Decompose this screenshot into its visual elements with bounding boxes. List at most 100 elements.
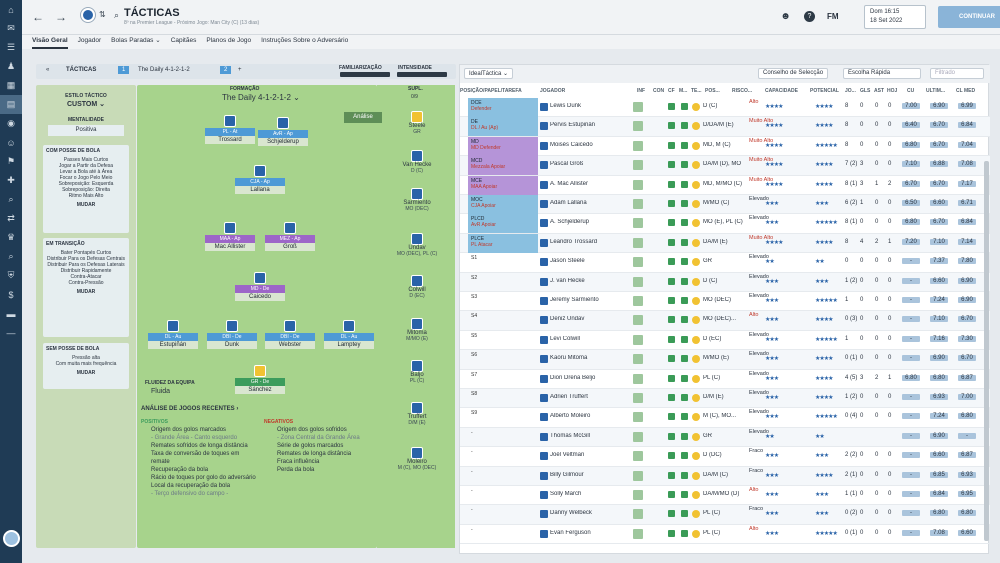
column-header[interactable]: CU (907, 88, 915, 94)
continue-button[interactable]: CONTINUAR (938, 6, 1000, 28)
position-role-cell[interactable]: MCD Mezzala Apoiar (468, 156, 538, 176)
stats-icon[interactable]: ▬ (6, 308, 16, 319)
staff-icon[interactable]: ☺ (6, 137, 16, 148)
table-row[interactable]: - Solly March DA/M/MO (D) Alto ★★★ ★★★ 1 (1) 0 0… (460, 486, 990, 506)
inbox-icon[interactable]: ✉ (7, 23, 15, 33)
sub-slot[interactable]: Colwill D (EC) (383, 275, 451, 299)
table-row[interactable]: S3 Jeremy Sarmiento MO (DEC) Elevado ★★★ ★★★★… (460, 292, 990, 312)
scrollbar[interactable] (984, 161, 989, 541)
position-role-cell[interactable]: MCE MAA Apoiar (468, 175, 538, 195)
player-name[interactable]: Leandro Trossard (550, 238, 598, 245)
position-role-cell[interactable]: S4 (468, 311, 538, 330)
club-icon[interactable]: ⛨ (7, 270, 15, 280)
table-row[interactable]: DE DL / Au (Ap) Pervis Estupiñán D/DA/M (E)… (460, 117, 990, 137)
collapse-icon[interactable]: « (46, 67, 50, 73)
table-row[interactable]: S5 Levi Colwill D (EC) Elevado ★★★ ★★★★★ 1 0 0 0-… (460, 331, 990, 351)
tab-set-pieces[interactable]: Bolas Paradas ⌄ (111, 37, 161, 44)
column-header[interactable]: M... (679, 88, 688, 94)
table-row[interactable]: DCE Defender Lewis Dunk D (C) Alto ★★★★ ★★★★ 8 0… (460, 98, 990, 118)
fm-menu[interactable]: FM (827, 12, 839, 21)
position-role-cell[interactable]: S8 (468, 389, 538, 408)
back-arrow-icon[interactable]: ← (32, 10, 44, 24)
dynamics-icon[interactable]: ♟ (6, 61, 16, 71)
player-name[interactable]: A. Mac Allister (550, 180, 589, 187)
position-role-cell[interactable]: - (468, 467, 538, 486)
player-slot[interactable]: MEZ - Ap Groß (265, 222, 315, 251)
table-row[interactable]: MOC CJA Apoiar Adam Lallana M/MO (C) Elevado… (460, 195, 990, 215)
player-name[interactable]: A. Schjelderup (550, 219, 590, 226)
column-header[interactable]: HOJ (887, 88, 898, 94)
position-role-cell[interactable]: S5 (468, 331, 538, 350)
column-header[interactable]: GLS (860, 88, 871, 94)
scouting-icon[interactable]: ⌕ (8, 194, 14, 204)
column-header[interactable]: POSIÇÃO/PAPEL/TAREFA (460, 88, 522, 94)
position-role-cell[interactable]: DE DL / Au (Ap) (468, 117, 538, 137)
quick-pick-select[interactable]: Escolha Rápida (843, 68, 921, 79)
date-display[interactable]: Dom 16:15 18 Set 2022 (864, 5, 926, 29)
manager-face-icon[interactable]: ☻ (780, 11, 791, 22)
position-role-cell[interactable]: S3 (468, 292, 538, 311)
tab-captains[interactable]: Capitães (170, 37, 197, 44)
column-header[interactable]: POTENCIAL (810, 88, 839, 94)
home-icon[interactable]: ⌂ (8, 4, 14, 15)
analysis-button[interactable]: Análise (344, 112, 382, 123)
sub-slot[interactable]: Undav MO (DEC), PL (C) (383, 233, 451, 257)
change-button[interactable]: MUDAR (76, 202, 96, 208)
table-row[interactable]: S6 Kaoru Mitoma M/MO (E) Elevado ★★★ ★★★★ 0 (1… (460, 350, 990, 370)
sub-slot[interactable]: Mitoma M/MO (E) (383, 318, 451, 342)
table-row[interactable]: MCD Mezzala Apoiar Pascal Groß DA/M (D), MO… (460, 156, 990, 176)
style-select[interactable]: CUSTOM ⌄ (66, 101, 105, 108)
column-header[interactable]: CON (653, 88, 665, 94)
mentality-select[interactable]: Positiva (48, 125, 124, 136)
table-row[interactable]: S8 Adrien Truffert D/M (E) Elevado ★★★ ★★★★ 1 … (460, 389, 990, 409)
player-slot[interactable]: MD - De Caicedo (235, 272, 285, 301)
player-slot[interactable]: CJA - Ap Lallana (235, 165, 285, 194)
player-name[interactable]: Levi Colwill (550, 335, 581, 342)
column-header[interactable]: JO... (845, 88, 856, 94)
player-name[interactable]: Deniz Undav (550, 316, 585, 323)
player-slot[interactable]: PL - At Trossard (205, 115, 255, 144)
table-row[interactable]: - Thomas McGill GR Elevado ★★ ★★ -6.90- (460, 427, 990, 448)
table-row[interactable]: - Billy Gilmour DA/M (C) Fraco ★★★ ★★★★ 2 (1) 0… (460, 466, 990, 486)
player-slot[interactable]: DBI - De Dunk (207, 320, 257, 349)
player-name[interactable]: Solly March (550, 491, 582, 497)
player-name[interactable]: Jeremy Sarmiento (550, 297, 599, 303)
player-slot[interactable]: DL - Au Lamptey (324, 320, 374, 349)
tactics-icon[interactable]: ▤ (0, 95, 22, 114)
medical-icon[interactable]: ✚ (7, 175, 15, 185)
club-badge[interactable] (81, 8, 95, 22)
player-name[interactable]: J. van Hecke (550, 277, 585, 284)
table-row[interactable]: - Evan Ferguson PL (C) Alto ★★★ ★★★★★ 0 (1) 0 0 0… (460, 525, 990, 545)
position-role-cell[interactable]: - (468, 486, 538, 505)
table-row[interactable]: PLCD AvR Apoiar A. Schjelderup MO (E), PL (… (460, 214, 990, 234)
player-name[interactable]: Danny Welbeck (550, 510, 592, 517)
tab-match-plans[interactable]: Planos de Jogo (206, 37, 252, 44)
column-header[interactable]: RISCO... (732, 88, 753, 94)
position-role-cell[interactable]: PLCE PL Atacar (468, 233, 538, 253)
player-slot[interactable]: DL - Au Estupiñán (148, 320, 198, 349)
trophy-icon[interactable]: ♛ (6, 232, 16, 242)
tactic-slot-2[interactable]: 2 (220, 66, 232, 74)
position-role-cell[interactable]: MD MD Defender (468, 136, 538, 156)
position-role-cell[interactable]: S1 (468, 253, 538, 272)
formation-select[interactable]: The Daily 4-1-2-1-2 ⌄ (222, 93, 300, 102)
player-name[interactable]: Evan Ferguson (550, 529, 591, 536)
recent-analysis-link[interactable]: ANÁLISE DE JOGOS RECENTES › (141, 406, 239, 412)
position-role-cell[interactable]: S2 (468, 273, 538, 292)
player-name[interactable]: Pervis Estupiñán (550, 122, 596, 129)
column-header[interactable]: JOGADOR (540, 88, 566, 94)
data-hub-icon[interactable]: ◉ (7, 118, 15, 128)
sub-slot[interactable]: Van Hecke D (C) (383, 150, 451, 174)
finances-icon[interactable]: $ (8, 289, 14, 300)
player-name[interactable]: Lewis Dunk (550, 103, 582, 109)
table-row[interactable]: S4 Deniz Undav MO (DEC)... Alto ★★★ ★★★★ 0 (3)… (460, 311, 990, 331)
player-name[interactable]: Adam Lallana (550, 200, 587, 206)
position-role-cell[interactable]: DCE Defender (468, 98, 538, 117)
position-role-cell[interactable]: MOC CJA Apoiar (468, 195, 538, 214)
column-header[interactable]: POS... (705, 88, 720, 94)
tactic-name[interactable]: The Daily 4-1-2-1-2 (138, 67, 190, 73)
player-slot[interactable]: DBI - De Webster (265, 320, 315, 349)
schedule-icon[interactable]: ▦ (6, 80, 16, 90)
position-role-cell[interactable]: S6 (468, 350, 538, 369)
search-icon[interactable]: ⌕ (8, 251, 14, 261)
